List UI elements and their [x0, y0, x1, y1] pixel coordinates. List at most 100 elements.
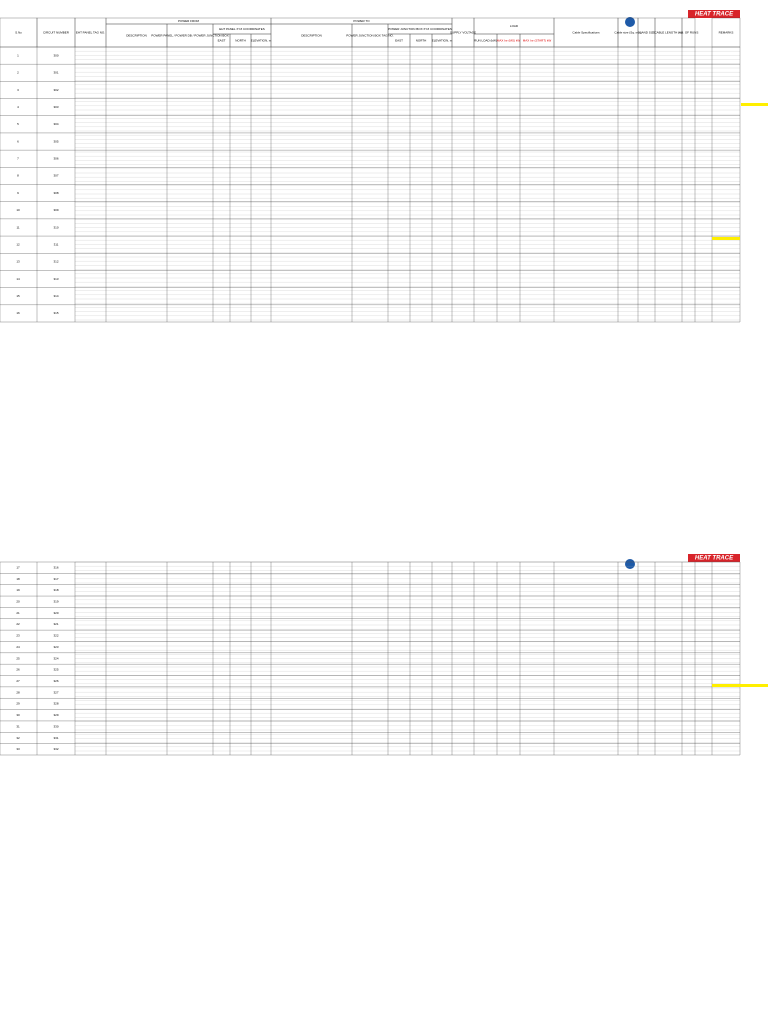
sno: 5 [17, 122, 19, 126]
circuit-number: 321 [53, 622, 58, 626]
sno: 28 [16, 690, 20, 694]
sno: 24 [16, 645, 20, 649]
circuit-number: 312 [53, 260, 58, 264]
header-label: SUPPLY VOLTAGE [450, 30, 476, 34]
sno: 27 [16, 679, 20, 683]
circuit-number: 320 [53, 611, 58, 615]
header-label: DESCRIPTION [126, 33, 147, 37]
header-label: POWER JUNCTION BOX XYZ COORDINATES [388, 27, 452, 31]
header-label: LOAD [510, 24, 519, 28]
sno: 22 [16, 622, 20, 626]
sno: 18 [16, 577, 20, 581]
header-label: Cable size (Sq. mm) [614, 30, 641, 34]
sno: 19 [16, 588, 20, 592]
circuit-number: 313 [53, 277, 58, 281]
circuit-number: 316 [53, 565, 58, 569]
circuit-number: 325 [53, 668, 58, 672]
sno: 12 [16, 242, 20, 246]
highlight [712, 684, 768, 687]
header-label: DESCRIPTION [301, 33, 322, 37]
circuit-number: 311 [54, 242, 59, 246]
header-label: EAST [218, 38, 226, 42]
circuit-number: 326 [53, 679, 58, 683]
circuit-number: 327 [53, 690, 58, 694]
logo-box [688, 10, 740, 18]
sno: 32 [16, 736, 20, 740]
circuit-number: 304 [53, 122, 58, 126]
logo-box [688, 554, 740, 562]
sno: 2 [17, 71, 19, 75]
sno: 3 [17, 88, 19, 92]
header-label: CIRCUIT NUMBER [43, 30, 70, 34]
header-label: NORTH [416, 38, 427, 42]
circuit-number: 329 [53, 713, 58, 717]
logo-mark [625, 17, 635, 27]
sno: 21 [16, 611, 20, 615]
circuit-number: 318 [53, 588, 58, 592]
sno: 16 [16, 311, 20, 315]
sno: 7 [17, 157, 19, 161]
header-label: NO. OF RUNS [679, 30, 699, 34]
logo-mark [625, 559, 635, 569]
header-label: S.No [15, 30, 22, 34]
logo-text: HEAT TRACE [695, 12, 734, 18]
sno: 8 [17, 174, 19, 178]
header-label: MAX Inr (START) kW [523, 38, 552, 42]
circuit-number: 330 [53, 724, 58, 728]
header-label: REMARKS [719, 30, 734, 34]
highlight [712, 237, 740, 240]
header-label: POWER JUNCTION BOX TAG NO. [346, 33, 394, 37]
sno: 10 [16, 208, 20, 212]
circuit-number: 322 [53, 634, 58, 638]
sno: 1 [17, 53, 19, 57]
header-label: EAST [395, 38, 403, 42]
header-label: MAX Inr (MS) kW [497, 38, 521, 42]
sno: 6 [17, 139, 19, 143]
header-label: GLAND SIZE [638, 30, 656, 34]
circuit-number: 324 [53, 656, 58, 660]
header-label: POWER FROM [178, 19, 199, 23]
sno: 30 [16, 713, 20, 717]
sno: 26 [16, 668, 20, 672]
circuit-number: 300 [53, 53, 58, 57]
circuit-number: 305 [53, 139, 58, 143]
circuit-number: 328 [53, 702, 58, 706]
header-label: CABLE LENGTH (m) [654, 30, 682, 34]
sno: 17 [16, 565, 20, 569]
circuit-number: 308 [53, 191, 58, 195]
sno: 9 [17, 191, 19, 195]
header-label: EHT PANEL XYZ COORDINATES [219, 27, 265, 31]
sno: 14 [16, 277, 20, 281]
circuit-number: 319 [53, 600, 58, 604]
sno: 4 [17, 105, 19, 109]
circuit-number: 307 [53, 174, 58, 178]
header-label: EHT PANEL TAG NO. [76, 30, 105, 34]
circuit-number: 302 [53, 88, 58, 92]
circuit-number: 317 [53, 577, 58, 581]
circuit-number: 310 [53, 225, 58, 229]
sno: 29 [16, 702, 20, 706]
circuit-number: 323 [53, 645, 58, 649]
highlight [741, 103, 768, 106]
header-label: RUN LOAD (kW) [474, 38, 497, 42]
header-label: ELEVATION, m [251, 38, 272, 42]
sno: 25 [16, 656, 20, 660]
header-label: ELEVATION, m [432, 38, 453, 42]
circuit-number: 306 [53, 157, 58, 161]
circuit-number: 303 [53, 105, 58, 109]
sno: 31 [16, 724, 20, 728]
header-label: Cable Specifications [572, 30, 600, 34]
circuit-number: 315 [53, 311, 58, 315]
circuit-number: 301 [53, 71, 58, 75]
sno: 15 [16, 294, 20, 298]
sno: 23 [16, 634, 20, 638]
circuit-number: 309 [53, 208, 58, 212]
sno: 33 [16, 747, 20, 751]
header-label: NORTH [235, 38, 246, 42]
header-label: POWER PANEL / POWER DB / POWER JUNCTION … [151, 33, 229, 37]
sno: 11 [16, 225, 19, 229]
sno: 20 [16, 600, 20, 604]
circuit-number: 314 [53, 294, 58, 298]
circuit-number: 332 [53, 747, 58, 751]
